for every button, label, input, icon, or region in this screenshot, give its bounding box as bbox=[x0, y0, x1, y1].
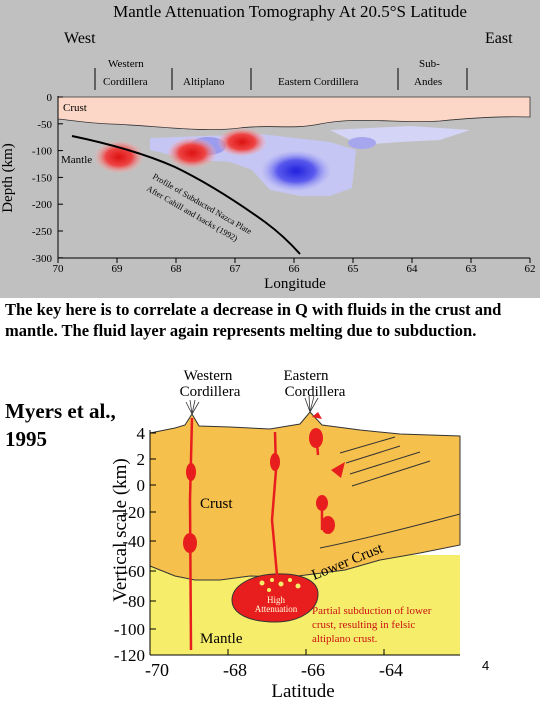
section-x-tick: -68 bbox=[223, 660, 247, 680]
high-attenuation-line2: Attenuation bbox=[255, 604, 298, 614]
tomography-x-tick: 67 bbox=[230, 263, 242, 275]
western-cordillera-line2: Cordillera bbox=[180, 384, 241, 400]
region-eastern: Eastern Cordillera bbox=[278, 76, 358, 88]
lower-crust-boundary bbox=[319, 513, 461, 549]
tomography-x-tick: 62 bbox=[525, 263, 536, 275]
tomography-x-ticks: 70 69 68 67 66 65 64 63 62 bbox=[53, 258, 536, 275]
crust-layer-section bbox=[149, 411, 461, 581]
high-attenuation-zones bbox=[95, 128, 266, 173]
section-y-tick: -60 bbox=[122, 562, 145, 581]
partial-subduction-line1: Partial subduction of lower bbox=[312, 605, 432, 617]
partial-subduction-line3: altiplano crust. bbox=[312, 633, 378, 645]
thrust-faults bbox=[339, 436, 431, 487]
section-y-tick: 0 bbox=[137, 476, 146, 495]
citation-line2: 1995 bbox=[5, 427, 47, 451]
region-western-line1: Western bbox=[108, 58, 144, 70]
tomography-x-tick: 63 bbox=[466, 263, 478, 275]
section-y-tick: 4 bbox=[137, 424, 146, 443]
citation-line1: Myers et al., bbox=[5, 399, 116, 423]
volcano-vents bbox=[185, 395, 319, 415]
cross-section-figure: Lower Crust High Attenuation Western Co bbox=[110, 368, 461, 702]
melt-pockets bbox=[259, 578, 301, 592]
section-x-tick: -66 bbox=[301, 660, 325, 680]
region-altiplano: Altiplano bbox=[183, 76, 225, 88]
tomography-y-ticks: 0 -50 -100 -150 -200 -250 -300 bbox=[32, 92, 63, 265]
section-y-tick: -80 bbox=[122, 592, 145, 611]
crust-label: Crust bbox=[63, 102, 87, 114]
eastern-cordillera-line2: Cordillera bbox=[285, 384, 346, 400]
section-y-tick: -100 bbox=[114, 620, 145, 639]
section-y-tick: -40 bbox=[122, 532, 145, 551]
page-number: 4 bbox=[482, 658, 490, 673]
section-y-tick: 2 bbox=[137, 450, 146, 469]
tomography-y-tick: -250 bbox=[32, 226, 53, 238]
section-y-tick: -120 bbox=[114, 646, 145, 665]
tomography-figure: Mantle Attenuation Tomography At 20.5°S … bbox=[0, 0, 540, 298]
tomography-x-tick: 68 bbox=[171, 263, 183, 275]
high-attenuation-line1: High bbox=[267, 595, 286, 605]
region-subandes-line1: Sub- bbox=[419, 58, 440, 70]
magma-blobs bbox=[183, 412, 345, 553]
tomography-x-tick: 70 bbox=[53, 263, 65, 275]
section-y-ticks: 4 2 0 -20 -40 -60 -80 -100 -120 bbox=[114, 424, 156, 665]
tomography-x-tick: 64 bbox=[407, 263, 419, 275]
tomography-y-tick: -300 bbox=[32, 253, 53, 265]
tomography-x-tick: 66 bbox=[289, 263, 301, 275]
crust-label-section: Crust bbox=[200, 496, 233, 512]
tomography-y-tick: -50 bbox=[37, 119, 52, 131]
tomography-x-tick: 65 bbox=[348, 263, 360, 275]
section-x-ticks: -70 -68 -66 -64 bbox=[145, 649, 403, 680]
partial-subduction-line2: crust, resulting in felsic bbox=[312, 619, 415, 631]
eastern-cordillera-line1: Eastern bbox=[284, 368, 329, 384]
slide-caption: The key here is to correlate a decrease … bbox=[5, 300, 502, 340]
region-dividers bbox=[94, 68, 468, 90]
tomography-y-tick: 0 bbox=[47, 92, 53, 104]
tomography-y-tick: -150 bbox=[32, 172, 53, 184]
mantle-label: Mantle bbox=[61, 154, 92, 166]
region-subandes-line2: Andes bbox=[414, 76, 442, 88]
tomography-x-tick: 69 bbox=[112, 263, 124, 275]
section-x-tick: -70 bbox=[145, 660, 169, 680]
section-y-tick: -20 bbox=[122, 503, 145, 522]
crust-layer bbox=[57, 96, 531, 131]
east-label: East bbox=[485, 30, 513, 47]
region-western-line2: Cordillera bbox=[103, 76, 148, 88]
tomography-y-tick: -200 bbox=[32, 199, 53, 211]
western-cordillera-line1: Western bbox=[184, 368, 233, 384]
tomography-title: Mantle Attenuation Tomography At 20.5°S … bbox=[113, 2, 467, 21]
section-x-axis-label: Latitude bbox=[271, 681, 334, 702]
citation: Myers et al., 1995 bbox=[5, 397, 116, 453]
section-y-axis-label: Vertical scale (km) bbox=[110, 458, 131, 601]
y-axis-label: Depth (km) bbox=[0, 143, 16, 213]
mantle-label-section: Mantle bbox=[200, 631, 243, 647]
section-x-tick: -64 bbox=[379, 660, 403, 680]
tomography-y-tick: -100 bbox=[32, 146, 53, 158]
x-axis-label: Longitude bbox=[264, 276, 326, 292]
west-label: West bbox=[64, 30, 96, 47]
subducted-slab-profile bbox=[71, 135, 301, 255]
